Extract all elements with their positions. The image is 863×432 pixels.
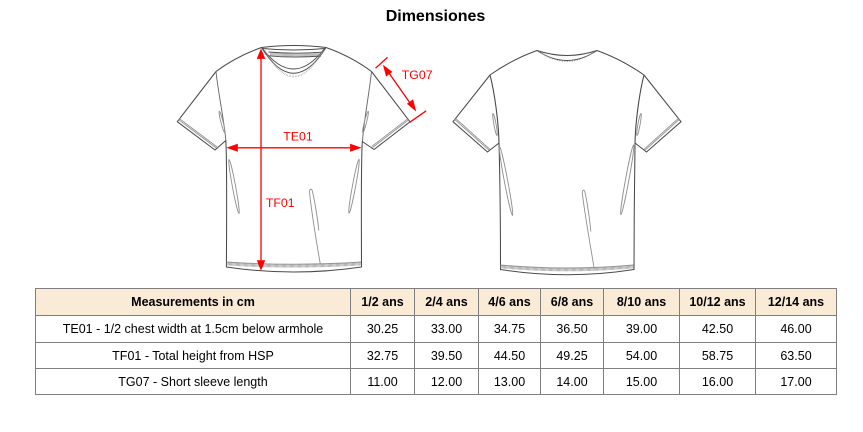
svg-text:TF01: TF01 [266, 196, 295, 210]
svg-text:TG07: TG07 [402, 68, 433, 82]
svg-text:TE01: TE01 [283, 130, 313, 144]
